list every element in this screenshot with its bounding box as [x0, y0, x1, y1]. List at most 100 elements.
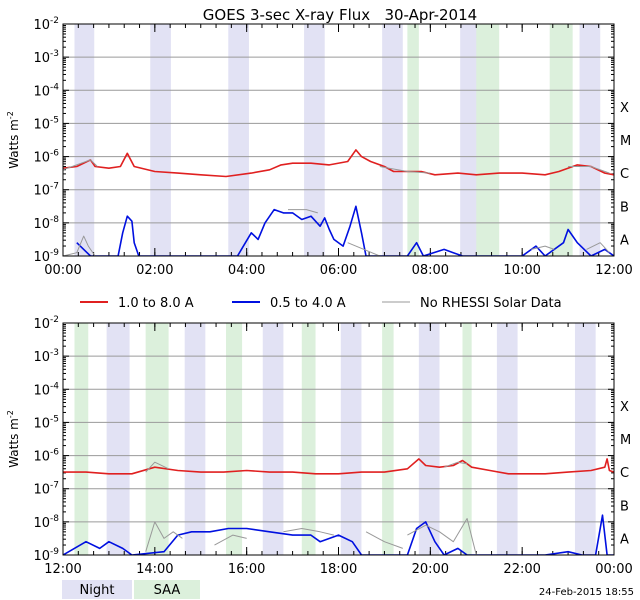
y-tick-label: 10-7 — [33, 182, 59, 199]
flare-class-label: C — [620, 167, 629, 182]
flare-class-label: C — [620, 466, 629, 481]
x-tick-label: 12:00 — [595, 263, 632, 278]
series-line-no-rhessi-solar-data — [365, 531, 403, 549]
y-tick-label: 10-5 — [33, 414, 59, 431]
y-tick-label: 10-9 — [33, 248, 59, 265]
saa-band — [549, 24, 573, 256]
y-tick-label: 10-4 — [33, 82, 59, 99]
night-band — [574, 323, 596, 555]
saa-band — [407, 24, 419, 256]
flare-class-label: B — [620, 200, 629, 215]
series-line-no-rhessi-solar-data — [283, 528, 335, 536]
flare-class-label: X — [620, 400, 629, 415]
series-line-no-rhessi-solar-data — [407, 518, 477, 555]
legend-item-grey: No RHESSI Solar Data — [420, 296, 562, 311]
series-line-no-rhessi-solar-data — [288, 209, 318, 214]
series-line-1-0-to-8-0-a — [63, 458, 614, 475]
night-band — [460, 24, 481, 256]
night-band — [579, 24, 601, 256]
legend-item-red: 1.0 to 8.0 A — [118, 296, 194, 311]
series-line-no-rhessi-solar-data — [586, 242, 610, 254]
series-group — [63, 149, 614, 256]
plot-frame — [62, 322, 615, 556]
x-tick-label: 16:00 — [228, 562, 265, 577]
night-band — [496, 323, 518, 555]
x-tick-label: 08:00 — [412, 263, 449, 278]
series-line-0-5-to-4-0-a — [63, 514, 614, 555]
night-band — [106, 323, 130, 555]
series-line-no-rhessi-solar-data — [145, 461, 169, 473]
x-tick-label: 20:00 — [412, 562, 449, 577]
chart-title: GOES 3-sec X-ray Flux 30-Apr-2014 — [203, 6, 477, 24]
y-tick-label: 10-2 — [33, 315, 59, 332]
chart-panel-1: 10-9 10-8 10-7 10-6 10-5 10-4 10-3 10-2 A B C M X Wat… — [6, 16, 633, 278]
y-tick-label: 10-8 — [33, 514, 59, 531]
y-tick-label: 10-9 — [33, 547, 59, 564]
x-tick-label: 04:00 — [228, 263, 265, 278]
night-band — [150, 24, 171, 256]
saa-band — [382, 323, 394, 555]
saa-band — [226, 323, 243, 555]
saa-band — [476, 24, 500, 256]
y-tick-label: 10-6 — [33, 149, 59, 166]
night-band — [418, 323, 440, 555]
plot-frame — [62, 23, 615, 257]
x-tick-label: 18:00 — [320, 562, 357, 577]
flare-class-label: M — [620, 134, 631, 149]
night-band — [382, 24, 403, 256]
flare-class-label: X — [620, 101, 629, 116]
saa-key-label: SAA — [154, 583, 181, 598]
y-tick-label: 10-3 — [33, 348, 59, 365]
series-line-no-rhessi-solar-data — [145, 521, 183, 552]
series-line-no-rhessi-solar-data — [63, 235, 96, 256]
chart-panel-2: 10-9 10-8 10-7 10-6 10-5 10-4 10-3 10-2 A B C M X Wat… — [6, 315, 633, 577]
saa-band — [145, 323, 169, 555]
y-tick-label: 10-2 — [33, 16, 59, 33]
y-tick-label: 10-6 — [33, 448, 59, 465]
series-line-no-rhessi-solar-data — [568, 166, 610, 174]
series-line-no-rhessi-solar-data — [214, 534, 247, 546]
y-tick-label: 10-8 — [33, 215, 59, 232]
series-line-1-0-to-8-0-a — [63, 149, 614, 178]
saa-key-swatch — [134, 580, 200, 599]
series-line-no-rhessi-solar-data — [379, 166, 431, 174]
y-tick-label: 10-3 — [33, 49, 59, 66]
x-tick-label: 06:00 — [320, 263, 357, 278]
night-band — [184, 323, 206, 555]
series-group — [63, 458, 614, 555]
x-tick-label: 12:00 — [44, 562, 81, 577]
series-line-no-rhessi-solar-data — [443, 461, 468, 468]
x-tick-label: 10:00 — [503, 263, 540, 278]
series-line-no-rhessi-solar-data — [531, 245, 555, 250]
x-tick-label: 00:00 — [595, 562, 632, 577]
shading-key: Night SAA — [62, 580, 200, 599]
legend: 1.0 to 8.0 A 0.5 to 4.0 A No RHESSI Sola… — [80, 296, 562, 311]
flare-class-label: M — [620, 433, 631, 448]
night-key-swatch — [62, 580, 132, 599]
y-tick-label: 10-4 — [33, 381, 59, 398]
legend-item-blue: 0.5 to 4.0 A — [270, 296, 346, 311]
night-key-label: Night — [80, 583, 115, 598]
y-tick-label: 10-5 — [33, 115, 59, 132]
night-band — [304, 24, 325, 256]
x-tick-label: 00:00 — [44, 263, 81, 278]
saa-band — [301, 323, 316, 555]
y-tick-label: 10-7 — [33, 481, 59, 498]
flare-class-label: A — [620, 233, 629, 248]
x-tick-label: 22:00 — [503, 562, 540, 577]
y-axis-title: Watts m-2 — [6, 410, 21, 468]
series-line-no-rhessi-solar-data — [347, 242, 399, 256]
night-band — [262, 323, 284, 555]
night-band — [74, 24, 95, 256]
series-line-no-rhessi-solar-data — [63, 159, 98, 171]
y-axis-title: Watts m-2 — [6, 111, 21, 169]
flare-class-label: A — [620, 532, 629, 547]
night-band — [340, 323, 362, 555]
x-tick-label: 02:00 — [136, 263, 173, 278]
generated-timestamp: 24-Feb-2015 18:55 — [539, 587, 634, 598]
series-line-0-5-to-4-0-a — [76, 205, 614, 256]
x-tick-label: 14:00 — [136, 562, 173, 577]
night-band — [228, 24, 249, 256]
saa-band — [74, 323, 89, 555]
